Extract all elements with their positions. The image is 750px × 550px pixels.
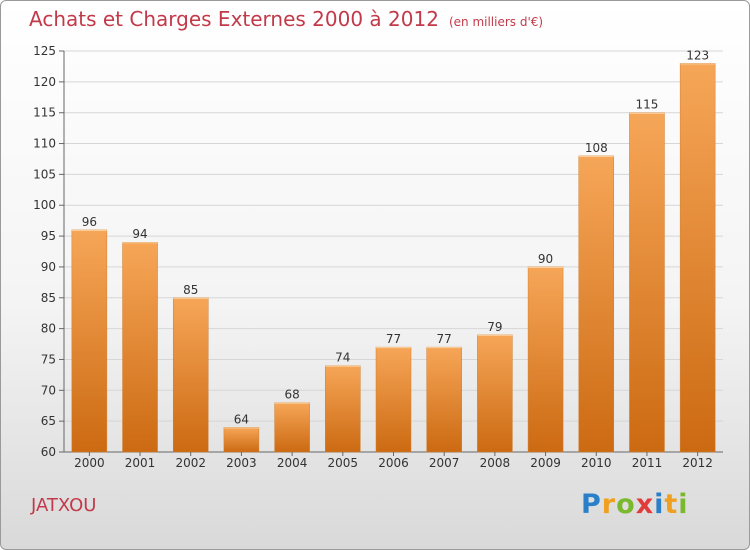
logo-letter: i bbox=[654, 489, 665, 520]
y-tick-label: 100 bbox=[33, 198, 56, 212]
y-tick-label: 60 bbox=[41, 445, 56, 459]
bar-value-label: 74 bbox=[335, 351, 350, 365]
logo-letter: t bbox=[664, 489, 679, 520]
chart-unit: (en milliers d'€) bbox=[448, 15, 544, 29]
y-tick-label: 115 bbox=[33, 106, 56, 120]
x-tick-label: 2009 bbox=[530, 456, 561, 470]
x-tick-label: 2010 bbox=[581, 456, 612, 470]
bar bbox=[578, 155, 615, 453]
bar-value-label: 64 bbox=[234, 412, 249, 426]
bar bbox=[477, 334, 513, 453]
x-tick-label: 2008 bbox=[480, 456, 511, 470]
bar-value-label: 115 bbox=[636, 98, 659, 112]
bar-value-label: 79 bbox=[487, 320, 502, 334]
y-tick-label: 65 bbox=[41, 414, 56, 428]
bar-value-label: 68 bbox=[284, 388, 299, 402]
y-tick-label: 95 bbox=[41, 229, 56, 243]
bar-value-label: 90 bbox=[538, 252, 553, 266]
y-tick-labels: 60 65 70 75 80 85 90 95 100 105 110 115 120 125 bbox=[33, 44, 56, 459]
x-tick-label: 2011 bbox=[632, 456, 663, 470]
y-tick-label: 110 bbox=[33, 137, 56, 151]
bar-value-label: 94 bbox=[132, 227, 147, 241]
logo-letter: o bbox=[616, 489, 636, 520]
bar bbox=[679, 63, 716, 453]
bar-value-label: 85 bbox=[183, 283, 198, 297]
x-tick-label: 2005 bbox=[328, 456, 359, 470]
y-tick-label: 105 bbox=[33, 167, 56, 181]
bar-value-label: 77 bbox=[437, 332, 452, 346]
y-tick-label: 75 bbox=[41, 352, 56, 366]
bar bbox=[629, 112, 665, 453]
x-tick-labels: 2000 2001 2002 2003 2004 2005 2006 2007 2008 2009… bbox=[74, 452, 713, 470]
logo-letter: r bbox=[601, 489, 617, 520]
bar bbox=[274, 402, 310, 453]
bar-value-label: 77 bbox=[386, 332, 401, 346]
y-tick-label: 85 bbox=[41, 291, 56, 305]
x-tick-label: 2006 bbox=[378, 456, 409, 470]
value-labels: 96 94 85 64 68 74 77 77 79 90 108 115 123 bbox=[82, 48, 709, 426]
bars bbox=[71, 63, 716, 453]
logo-letter: x bbox=[635, 489, 655, 520]
x-tick-label: 2001 bbox=[125, 456, 156, 470]
x-tick-label: 2004 bbox=[277, 456, 308, 470]
bar bbox=[172, 297, 209, 453]
y-tick-label: 70 bbox=[41, 383, 56, 397]
x-tick-label: 2007 bbox=[429, 456, 460, 470]
bar bbox=[325, 365, 361, 453]
bar bbox=[122, 241, 158, 453]
x-tick-label: 2012 bbox=[682, 456, 713, 470]
y-tick-label: 120 bbox=[33, 75, 56, 89]
proxiti-logo: Proxiti bbox=[581, 489, 689, 520]
logo-letter: P bbox=[581, 489, 602, 520]
bar bbox=[527, 266, 564, 453]
logo-letter: i bbox=[678, 489, 689, 520]
chart-title: Achats et Charges Externes 2000 à 2012 (e… bbox=[29, 7, 543, 31]
x-tick-label: 2000 bbox=[74, 456, 105, 470]
y-tick-label: 80 bbox=[41, 322, 56, 336]
x-tick-label: 2003 bbox=[226, 456, 257, 470]
bar bbox=[223, 427, 260, 453]
chart-title-text: Achats et Charges Externes 2000 à 2012 bbox=[29, 7, 439, 31]
x-tick-label: 2002 bbox=[175, 456, 206, 470]
bar bbox=[426, 346, 462, 453]
bar bbox=[71, 229, 108, 453]
commune-name: JATXOU bbox=[31, 495, 97, 516]
bar-value-label: 108 bbox=[585, 141, 608, 155]
bar bbox=[375, 346, 412, 453]
bar-value-label: 123 bbox=[686, 48, 709, 62]
y-tick-label: 125 bbox=[33, 44, 56, 58]
y-tick-label: 90 bbox=[41, 260, 56, 274]
bar-value-label: 96 bbox=[82, 215, 97, 229]
